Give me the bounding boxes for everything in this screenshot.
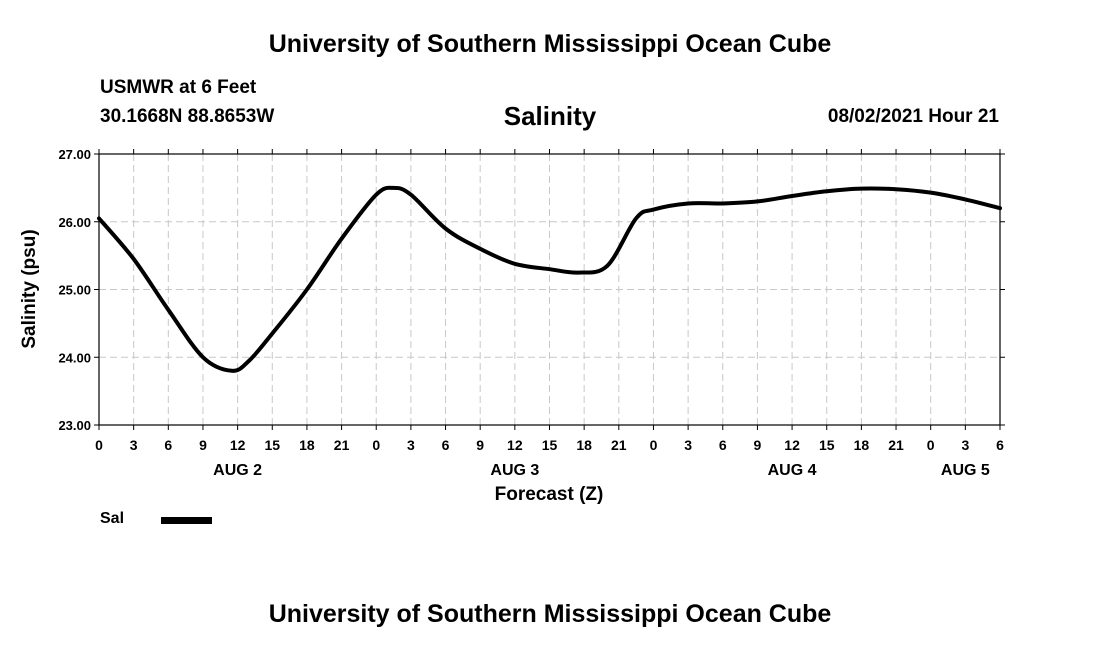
x-tick-label: 6 xyxy=(719,437,727,453)
x-axis-title: Forecast (Z) xyxy=(495,484,604,505)
x-tick-labels: 0 3 6 9 12 15 18 21 0 3 6 9 12 15 18 21 0 3 6 9 12 15 18 21 0 3 6 xyxy=(95,437,1004,453)
x-tick-label: 3 xyxy=(407,437,415,453)
x-tick-label: 6 xyxy=(442,437,450,453)
x-tick-label: 18 xyxy=(299,437,315,453)
y-tick-label: 24.00 xyxy=(58,350,91,365)
x-tick-label: 9 xyxy=(754,437,762,453)
y-tick-label: 26.00 xyxy=(58,215,91,230)
x-tick-label: 15 xyxy=(819,437,835,453)
station-name: USMWR at 6 Feet xyxy=(100,77,257,98)
x-tick-label: 6 xyxy=(164,437,172,453)
x-tick-label: 12 xyxy=(784,437,800,453)
x-tick-label: 9 xyxy=(476,437,484,453)
x-tick-label: 0 xyxy=(372,437,380,453)
x-tick-label: 9 xyxy=(199,437,207,453)
day-label: AUG 4 xyxy=(768,462,817,479)
forecast-datetime: 08/02/2021 Hour 21 xyxy=(827,106,999,127)
x-tick-label: 15 xyxy=(542,437,558,453)
y-axis-title: Salinity (psu) xyxy=(19,229,40,348)
x-tick-label: 18 xyxy=(854,437,870,453)
y-tick-label: 25.00 xyxy=(58,283,91,298)
x-tick-label: 12 xyxy=(507,437,523,453)
x-tick-label: 3 xyxy=(130,437,138,453)
day-label: AUG 3 xyxy=(490,462,539,479)
axis-ticks xyxy=(94,149,1005,430)
x-tick-label: 3 xyxy=(684,437,692,453)
x-tick-label: 21 xyxy=(611,437,627,453)
day-labels: AUG 2 AUG 3 AUG 4 AUG 5 xyxy=(213,462,990,479)
x-tick-label: 0 xyxy=(650,437,658,453)
y-tick-labels: 23.00 24.00 25.00 26.00 27.00 xyxy=(58,147,91,433)
legend-label: Sal xyxy=(100,510,125,527)
day-label: AUG 2 xyxy=(213,462,262,479)
x-tick-label: 6 xyxy=(996,437,1004,453)
day-label: AUG 5 xyxy=(941,462,990,479)
x-tick-label: 21 xyxy=(888,437,904,453)
x-tick-label: 12 xyxy=(230,437,246,453)
footer-title: University of Southern Mississippi Ocean… xyxy=(268,600,832,628)
series-line-sal xyxy=(97,185,1002,373)
x-tick-label: 3 xyxy=(961,437,969,453)
chart-title: Salinity xyxy=(503,101,597,131)
x-tick-label: 21 xyxy=(334,437,350,453)
station-coordinates: 30.1668N 88.8653W xyxy=(100,106,275,127)
x-tick-label: 0 xyxy=(927,437,935,453)
x-tick-label: 18 xyxy=(576,437,592,453)
legend-swatch xyxy=(161,517,212,524)
x-tick-label: 0 xyxy=(95,437,103,453)
main-title: University of Southern Mississippi Ocean… xyxy=(268,30,832,58)
y-tick-label: 27.00 xyxy=(58,147,91,162)
grid-lines xyxy=(99,154,1000,425)
y-tick-label: 23.00 xyxy=(58,418,91,433)
x-tick-label: 15 xyxy=(264,437,280,453)
